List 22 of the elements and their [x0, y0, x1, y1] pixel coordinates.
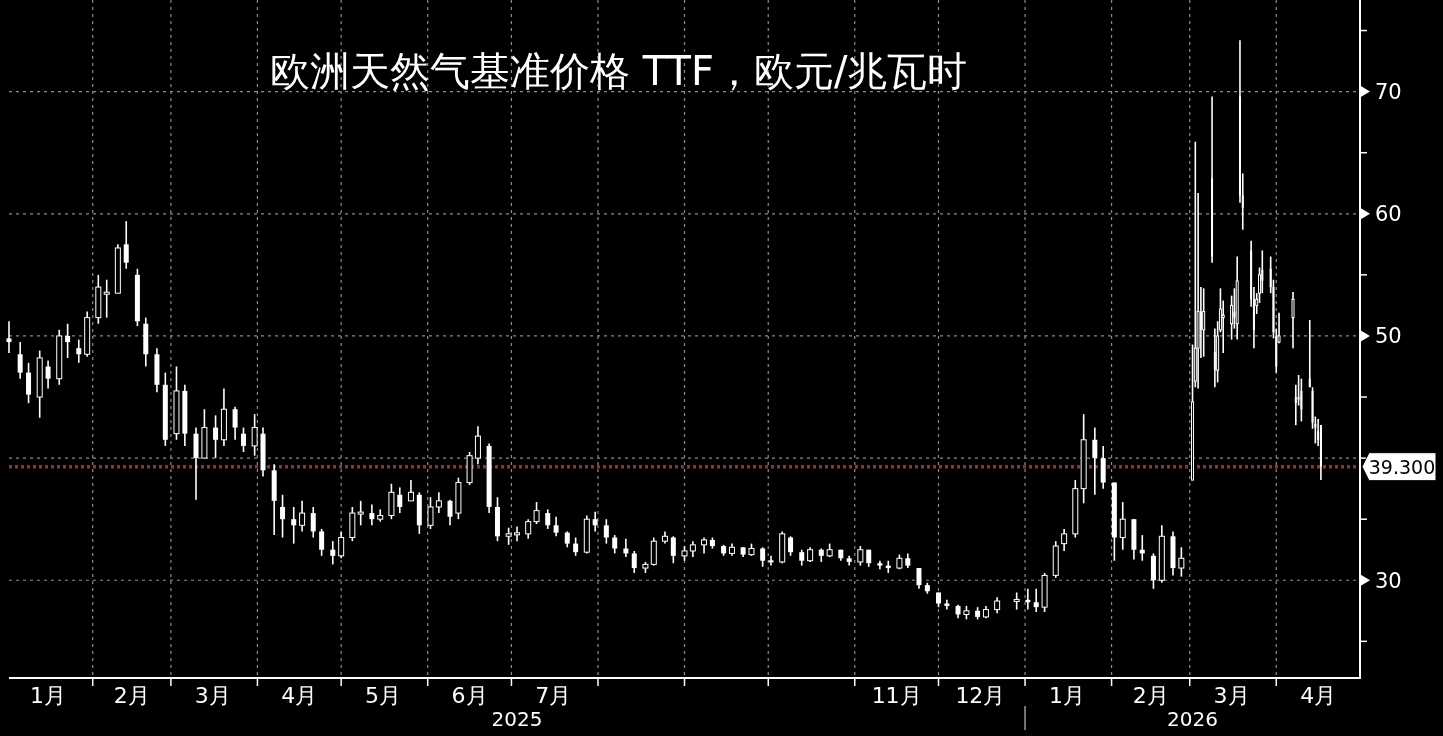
y-tick-label: 60: [1375, 202, 1402, 227]
y-tick-label: 50: [1375, 324, 1402, 349]
x-tick-label: 7月: [535, 683, 572, 708]
y-tick-label: 70: [1375, 80, 1402, 105]
text: 欧洲天然气基准价格 TTF，欧元/兆瓦时: [270, 48, 968, 94]
x-tick-label: 6月: [451, 683, 488, 708]
ref-line-label: 39.300: [1368, 455, 1436, 478]
x-tick-label: 5月: [365, 683, 402, 708]
y-tick-label: 30: [1375, 568, 1402, 593]
x-tick-label: 4月: [281, 683, 318, 708]
x-tick-label: 11月: [871, 683, 922, 708]
x-tick-label: 4月: [1300, 683, 1337, 708]
ref-label: 39.300: [1361, 452, 1437, 482]
x-tick-label: 3月: [194, 683, 231, 708]
x-tick-label: 1月: [30, 683, 67, 708]
text: 2025: [491, 707, 543, 731]
x-tick-label: 3月: [1213, 683, 1250, 708]
text: 2026: [1167, 707, 1218, 731]
x-tick-label: 1月: [1048, 683, 1085, 708]
x-tick-label: 2月: [1132, 683, 1169, 708]
x-tick-label: 2月: [113, 683, 150, 708]
x-tick-label: 12月: [955, 683, 1006, 708]
